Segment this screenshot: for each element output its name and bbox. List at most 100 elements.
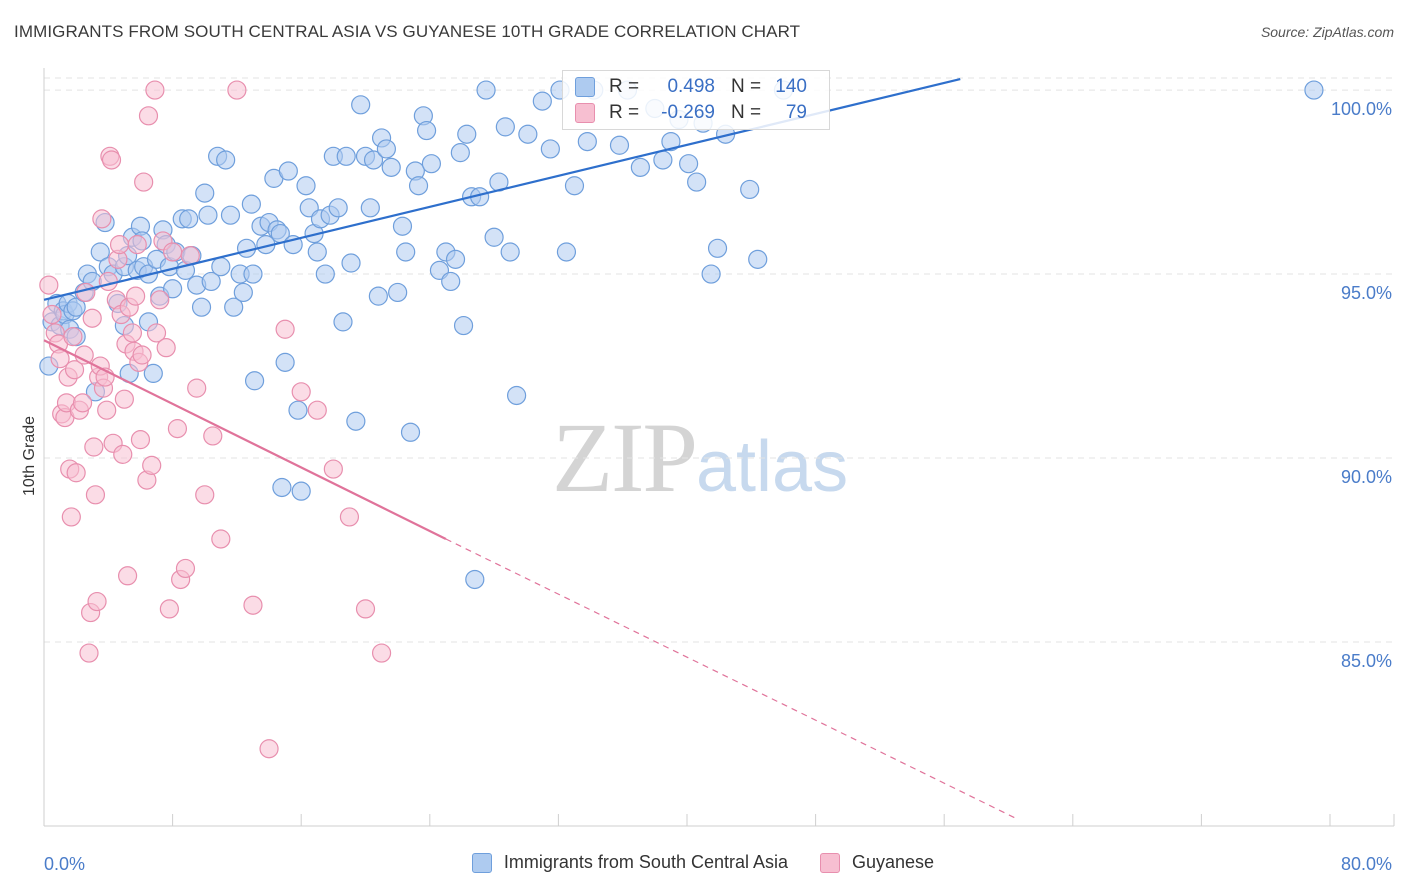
trendline-pink-extension <box>445 538 1017 820</box>
data-point-blue <box>701 264 721 284</box>
data-point-blue <box>275 352 295 372</box>
legend-item-guyanese[interactable]: Guyanese <box>820 852 934 873</box>
data-point-pink <box>259 739 279 759</box>
data-point-pink <box>146 323 167 343</box>
watermark-zip: ZIP <box>552 402 698 513</box>
data-point-blue <box>500 242 520 262</box>
data-point-blue <box>198 205 218 225</box>
data-point-pink <box>127 235 147 255</box>
data-point-blue <box>661 131 681 152</box>
data-point-blue <box>400 422 421 442</box>
data-point-pink <box>82 308 102 328</box>
data-point-blue <box>363 150 384 170</box>
data-point-blue <box>748 249 768 269</box>
data-point-blue <box>278 161 298 181</box>
x-tick-label: 0.0% <box>44 854 85 874</box>
data-point-blue <box>457 124 477 144</box>
data-point-pink <box>114 389 134 409</box>
data-point-blue <box>288 400 308 420</box>
data-point-pink <box>323 459 343 479</box>
data-point-blue <box>609 135 630 155</box>
data-point-pink <box>134 172 154 192</box>
data-point-blue <box>291 481 311 501</box>
series-legend: Immigrants from South Central Asia Guyan… <box>0 852 1406 873</box>
stats-n-label: N = <box>731 102 762 123</box>
data-point-pink <box>50 349 70 369</box>
data-point-pink <box>92 209 112 229</box>
data-point-blue <box>336 146 356 166</box>
stats-swatch-pink <box>575 103 595 123</box>
data-point-blue <box>341 253 361 273</box>
data-point-pink <box>132 345 152 365</box>
data-point-blue <box>368 286 388 306</box>
data-point-blue <box>495 117 515 137</box>
data-point-pink <box>163 242 183 262</box>
trendline-pink <box>43 339 447 540</box>
data-point-pink <box>339 507 360 527</box>
data-point-blue <box>450 143 470 163</box>
legend-swatch-pink <box>820 852 841 873</box>
data-point-pink <box>156 338 176 358</box>
y-tick-label: 100.0% <box>1331 99 1392 119</box>
data-point-blue <box>296 176 316 196</box>
data-point-pink <box>355 599 376 619</box>
data-point-pink <box>84 437 104 457</box>
legend-item-south-central-asia[interactable]: Immigrants from South Central Asia <box>471 852 788 873</box>
data-point-blue <box>540 139 560 159</box>
stats-r-label: R = <box>609 102 640 123</box>
data-point-blue <box>577 131 597 152</box>
data-point-blue <box>90 242 110 262</box>
data-point-pink <box>98 271 118 292</box>
data-point-blue <box>476 80 496 100</box>
x-tick-label: 80.0% <box>1341 854 1392 874</box>
data-point-pink <box>195 485 215 505</box>
data-point-pink <box>42 304 62 325</box>
data-point-blue <box>195 183 215 203</box>
data-point-pink <box>109 235 130 255</box>
data-point-pink <box>130 430 151 450</box>
source-label: Source: ZipAtlas.com <box>1260 24 1394 40</box>
data-point-blue <box>236 238 257 258</box>
data-point-blue <box>241 194 261 214</box>
stats-legend: R = 0.498 N = 140 R = -0.269 N = 79 <box>562 70 830 130</box>
data-point-pink <box>138 106 159 126</box>
data-point-blue <box>441 271 461 292</box>
data-point-blue <box>333 312 353 332</box>
y-tick-label: 85.0% <box>1341 651 1392 671</box>
data-point-blue <box>143 363 163 384</box>
data-point-blue <box>416 120 437 141</box>
data-point-blue <box>453 315 474 336</box>
watermark: ZIPatlas <box>552 400 848 515</box>
data-point-blue <box>507 385 527 406</box>
stats-r-label: R = <box>609 76 640 97</box>
data-point-blue <box>421 154 442 174</box>
data-point-pink <box>87 591 107 612</box>
data-point-blue <box>244 371 265 391</box>
data-point-pink <box>117 566 138 586</box>
legend-label: Guyanese <box>852 852 935 872</box>
data-point-blue <box>630 157 650 177</box>
y-tick-label: 90.0% <box>1341 467 1392 487</box>
data-point-pink <box>122 323 143 343</box>
data-point-pink <box>97 400 117 420</box>
data-point-pink <box>64 360 85 380</box>
data-point-blue <box>707 238 728 258</box>
data-point-pink <box>211 529 231 549</box>
y-axis-title: 10th Grade <box>21 416 38 496</box>
data-point-blue <box>346 411 366 431</box>
data-point-pink <box>203 426 223 446</box>
data-point-blue <box>163 279 183 299</box>
data-point-blue <box>351 95 371 115</box>
data-point-blue <box>740 179 760 200</box>
data-point-blue <box>396 242 416 262</box>
stats-row-pink: R = -0.269 N = 79 <box>575 100 807 126</box>
stats-n-label: N = <box>731 76 762 97</box>
stats-swatch-blue <box>575 77 595 97</box>
data-point-blue <box>191 297 212 317</box>
data-point-blue <box>272 477 292 498</box>
data-point-blue <box>408 176 429 196</box>
data-point-blue <box>328 198 348 218</box>
data-point-blue <box>315 264 335 284</box>
data-point-blue <box>233 282 253 303</box>
